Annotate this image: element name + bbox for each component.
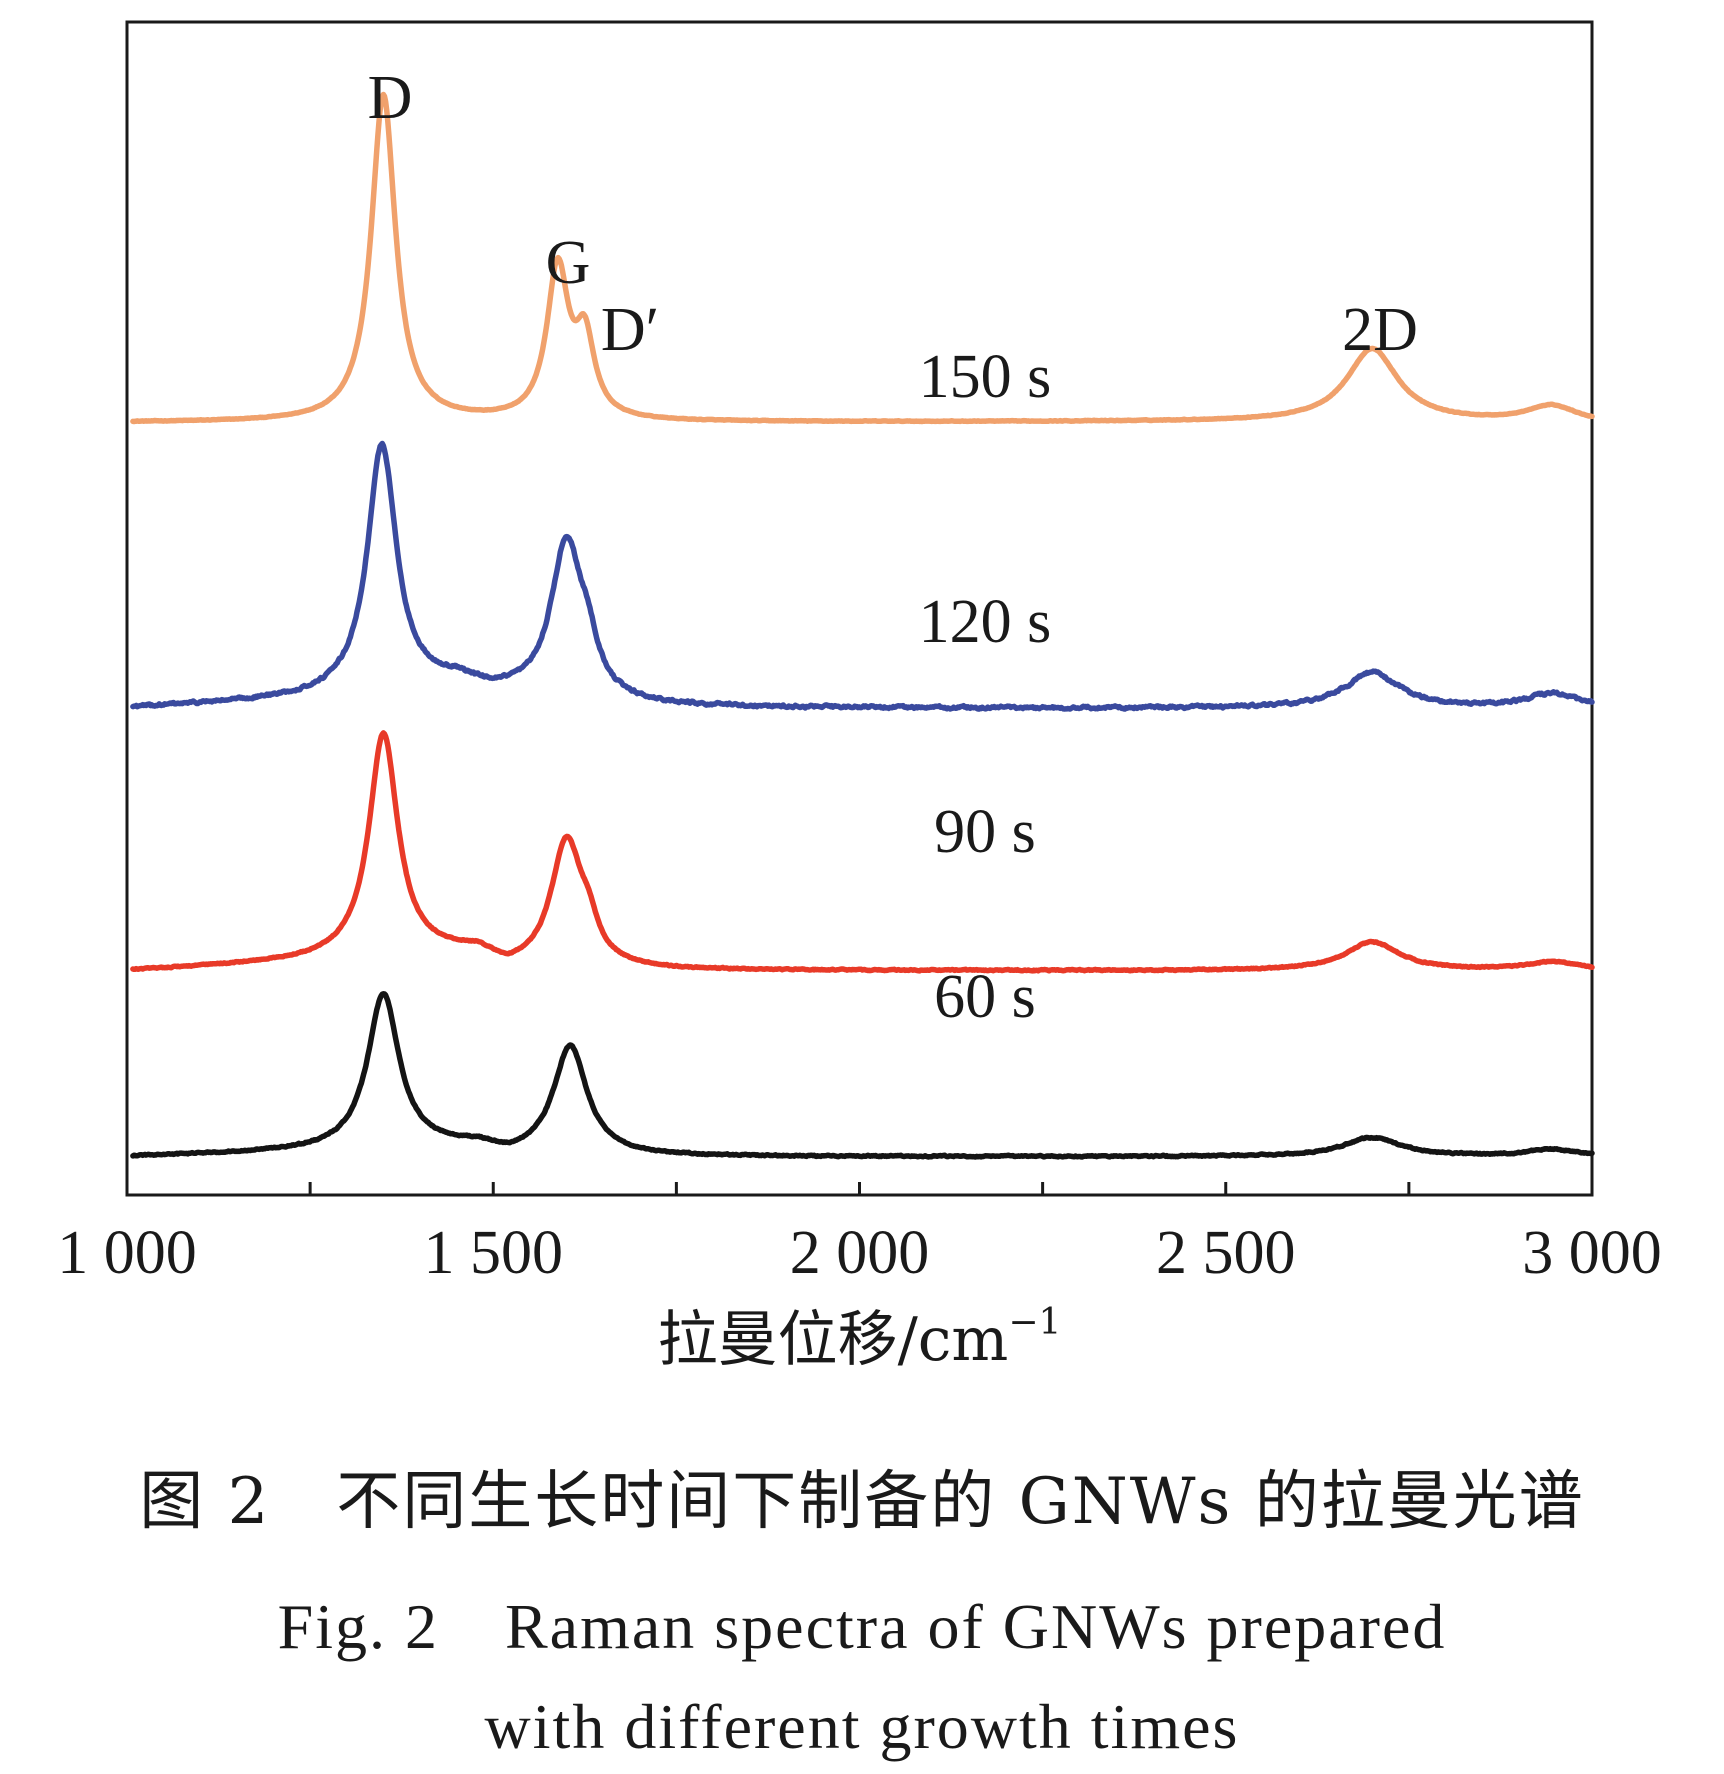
peak-annotation: D — [368, 64, 413, 132]
series-label: 90 s — [934, 798, 1036, 866]
series-label: 120 s — [919, 588, 1052, 656]
series-line-60s — [130, 991, 1595, 1160]
labels-group: 1 000 1 500 2 000 2 500 3 000 拉曼位移/cm−1 150 s 1… — [57, 64, 1662, 1375]
peak-annotation: D′ — [601, 296, 659, 364]
plot-frame — [125, 20, 1594, 1197]
series-line-150s — [130, 91, 1595, 425]
x-tick-label: 3 000 — [1522, 1219, 1662, 1287]
series-line-120s — [130, 440, 1595, 712]
x-tick-label: 1 000 — [57, 1219, 197, 1287]
raman-chart: 1 000 1 500 2 000 2 500 3 000 拉曼位移/cm−1 150 s 1… — [57, 20, 1662, 1375]
x-tick-label: 2 000 — [790, 1219, 930, 1287]
x-tick-label: 2 500 — [1156, 1219, 1296, 1287]
plot-frame-group — [125, 20, 1594, 1197]
series-group — [130, 91, 1595, 1160]
series-label: 60 s — [934, 963, 1036, 1031]
series-label: 150 s — [919, 343, 1052, 411]
peak-annotation: 2D — [1342, 296, 1418, 364]
peak-annotation: G — [546, 229, 591, 297]
x-axis-label-text: 拉曼位移/cm — [658, 1305, 1009, 1375]
caption-chinese: 图 2 不同生长时间下制备的 GNWs 的拉曼光谱 — [139, 1465, 1585, 1539]
series-line-90s — [130, 730, 1595, 974]
x-ticks-group — [125, 1182, 1594, 1195]
caption-english-line-1: Fig. 2 Raman spectra of GNWs prepared — [277, 1591, 1447, 1662]
x-tick-label: 1 500 — [424, 1219, 564, 1287]
caption-english-line-2: with different growth times — [484, 1691, 1240, 1762]
x-axis-label-superscript: −1 — [1008, 1302, 1061, 1343]
x-axis-label: 拉曼位移/cm−1 — [658, 1302, 1062, 1375]
